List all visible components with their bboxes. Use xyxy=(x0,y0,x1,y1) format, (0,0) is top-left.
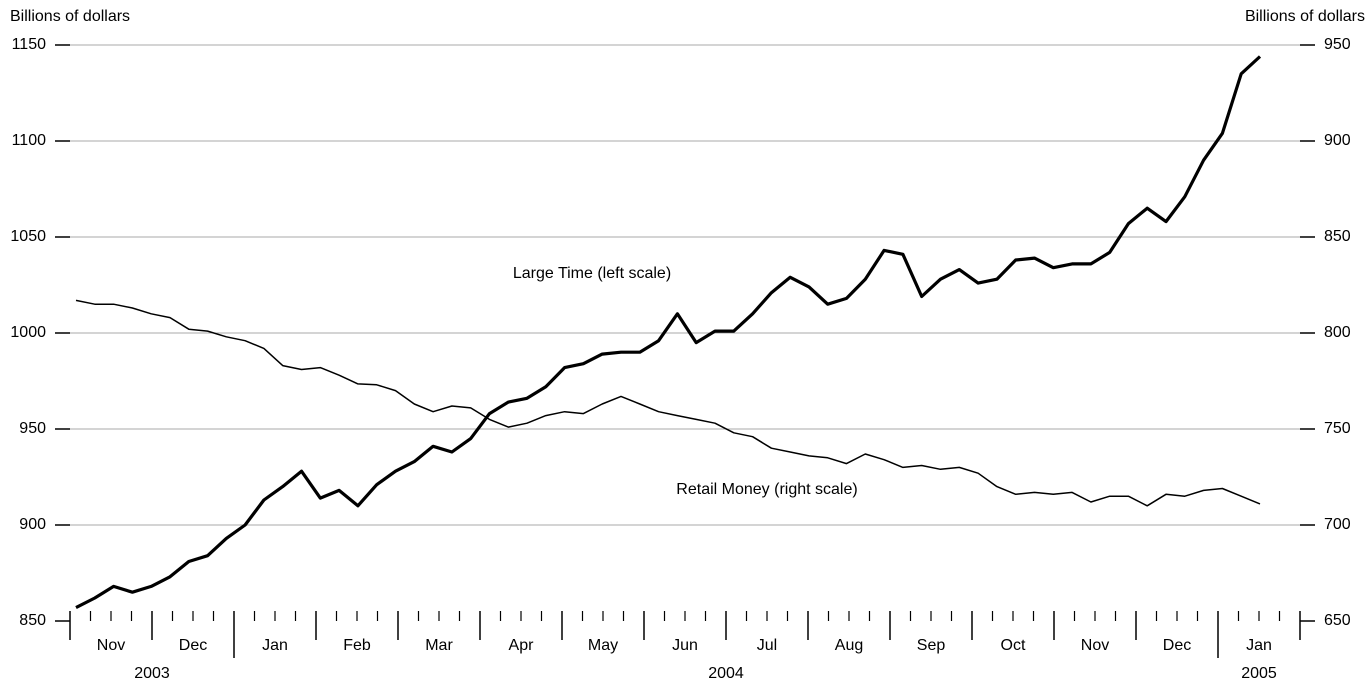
x-tick-label: Nov xyxy=(97,637,125,654)
x-tick-label: Sep xyxy=(917,637,946,654)
x-tick-label: Jun xyxy=(672,637,698,654)
y2-tick-label: 750 xyxy=(1324,420,1351,437)
x-group-label: 2005 xyxy=(1241,665,1277,682)
x-group-label: 2004 xyxy=(708,665,744,682)
y2-tick-label: 950 xyxy=(1324,36,1351,53)
series-line xyxy=(75,55,1262,610)
y-tick-label: 850 xyxy=(19,612,46,629)
x-tick-label: Oct xyxy=(1001,637,1026,654)
y-tick-label: 950 xyxy=(19,420,46,437)
x-group-label: 2003 xyxy=(134,665,170,682)
annotation: Large Time (left scale) xyxy=(513,265,671,282)
x-tick-label: Mar xyxy=(425,637,453,654)
x-tick-label: Jan xyxy=(262,637,288,654)
x-tick-label: Dec xyxy=(179,637,207,654)
y-tick-label: 1050 xyxy=(10,228,46,245)
y-tick-label: 1150 xyxy=(12,36,47,53)
y2-tick-label: 850 xyxy=(1324,228,1351,245)
y-tick-label: 900 xyxy=(19,516,46,533)
y2-tick-label: 900 xyxy=(1324,132,1351,149)
x-tick-label: May xyxy=(588,637,618,654)
x-tick-label: Aug xyxy=(835,637,863,654)
y-axis-label: Billions of dollars xyxy=(10,8,130,25)
x-tick-label: Dec xyxy=(1163,637,1191,654)
annotation: Retail Money (right scale) xyxy=(676,481,857,498)
x-tick-label: Apr xyxy=(509,637,535,654)
x-tick-label: Feb xyxy=(343,637,371,654)
x-tick-label: Jan xyxy=(1246,637,1272,654)
y2-tick-label: 650 xyxy=(1324,612,1351,629)
x-tick-label: Jul xyxy=(757,637,777,654)
y2-axis-label: Billions of dollars xyxy=(1245,8,1365,25)
series-line xyxy=(75,299,1261,507)
y2-tick-label: 700 xyxy=(1324,516,1351,533)
y-tick-label: 1100 xyxy=(12,132,47,149)
y2-tick-label: 800 xyxy=(1324,324,1351,341)
x-tick-label: Nov xyxy=(1081,637,1109,654)
y-tick-label: 1000 xyxy=(10,324,46,341)
